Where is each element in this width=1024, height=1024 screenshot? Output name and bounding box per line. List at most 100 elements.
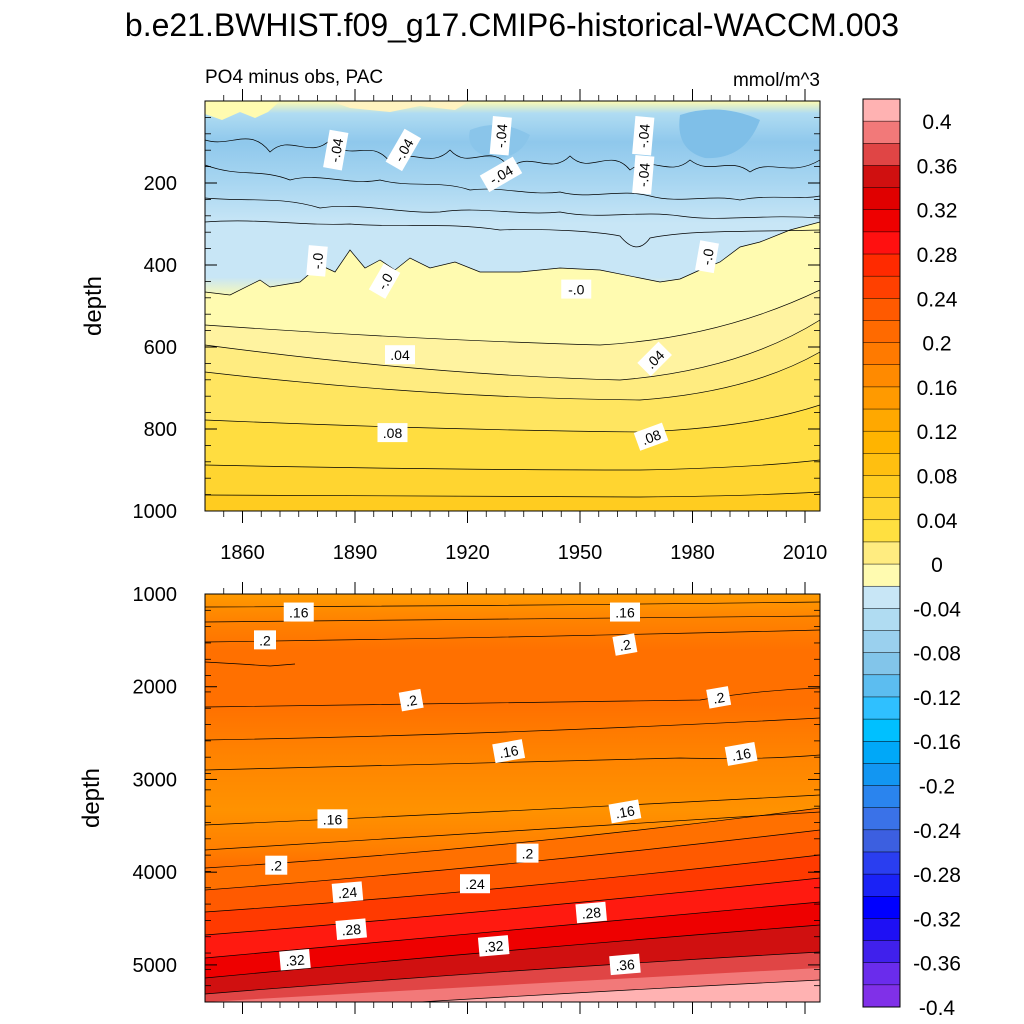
x-tick-label: 1950 [558, 542, 603, 564]
lower-contour-line [205, 829, 820, 891]
lower-frame [204, 593, 821, 1003]
upper-contour-line [205, 220, 820, 248]
contour-label: .16 [317, 809, 348, 829]
contour-label-text: .08 [383, 425, 403, 441]
colorbar-swatch [863, 940, 900, 964]
contour-label: -.04 [323, 129, 349, 171]
colorbar-label: -0.08 [913, 643, 961, 666]
contour-label: -.04 [632, 155, 655, 195]
contour-label-box [706, 686, 732, 709]
colorbar-label: 0.4 [922, 111, 952, 134]
contour-label-text: .2 [522, 846, 534, 862]
contour-label-box [610, 602, 640, 622]
contour-label-box [377, 423, 408, 443]
colorbar-swatch [863, 409, 900, 432]
colorbar-swatch [863, 519, 900, 543]
contour-label-text: -.04 [635, 123, 653, 149]
figure-title: b.e21.BWHIST.f09_g17.CMIP6-historical-WA… [125, 7, 899, 43]
contour-label: .2 [612, 633, 638, 656]
contour-label-box [489, 116, 512, 156]
lower-contour-line [205, 794, 820, 826]
contour-label: .08 [633, 422, 669, 451]
contour-label: -.0 [695, 240, 719, 274]
upper-y-tick-label: 1000 [133, 501, 178, 523]
contour-label: .2 [265, 855, 288, 875]
colorbar-label: 0.2 [922, 333, 951, 356]
upper-y-tick-label: 200 [144, 173, 177, 195]
colorbar-swatch [863, 254, 900, 277]
colorbar-swatch [863, 298, 900, 321]
colorbar-swatch [863, 209, 900, 233]
contour-label-box [608, 799, 642, 824]
contour-label: .2 [516, 843, 539, 863]
contour-label-box [317, 809, 348, 829]
colorbar-swatch [863, 497, 900, 521]
lower-y-tick-label: 3000 [133, 769, 178, 791]
upper-subtitle-left: PO4 minus obs, PAC [205, 67, 383, 88]
colorbar-swatch [863, 874, 900, 897]
contour-label: .24 [460, 874, 490, 894]
colorbar-label: -0.36 [913, 953, 961, 976]
colorbar-label: -0.04 [913, 598, 961, 621]
colorbar-swatch [863, 851, 900, 875]
contour-label-box [254, 630, 276, 650]
colorbar-label: 0.04 [917, 510, 958, 533]
contour-label-text: .2 [259, 632, 271, 648]
contour-label-text: .2 [712, 689, 726, 707]
colorbar-swatch [863, 541, 900, 565]
colorbar-swatch [863, 564, 900, 587]
colorbar-swatch [863, 918, 900, 941]
colorbar-label: 0 [931, 554, 943, 577]
x-tick-label: 2010 [783, 542, 828, 564]
contour-label-box [561, 279, 592, 299]
colorbar-swatch [863, 763, 900, 786]
contour-label-text: .24 [337, 884, 358, 902]
upper-negative-cell [679, 109, 760, 159]
contour-label-text: -.0 [568, 282, 585, 298]
contour-label-box [632, 116, 655, 156]
colorbar-swatch [863, 608, 900, 631]
upper-contour-line [205, 404, 820, 433]
contour-label-box [612, 633, 638, 656]
colorbar-swatch [863, 431, 900, 454]
contour-label-text: .16 [730, 745, 752, 764]
contour-label-box [279, 949, 311, 971]
colorbar-swatch [863, 696, 900, 720]
contour-label-text: .2 [618, 636, 632, 654]
upper-subtitle-right: mmol/m^3 [733, 70, 820, 91]
colorbar-label: -0.4 [919, 997, 956, 1020]
contour-label-text: .16 [498, 742, 520, 761]
colorbar-frame [862, 98, 901, 1008]
upper-plot-area [205, 101, 820, 511]
contour-label-text: .16 [289, 605, 309, 621]
colorbar-swatch [863, 276, 900, 299]
upper-x-ticks: 1860 1890 1920 1950 1980 2010 [220, 89, 827, 564]
lower-contour-line [205, 754, 820, 771]
colorbar-swatch [863, 187, 900, 211]
contour-label: .32 [279, 949, 311, 971]
contour-label-text: -.04 [326, 137, 346, 164]
colorbar-label: 0.28 [917, 244, 958, 267]
upper-contour-line [205, 164, 820, 201]
contour-label: .24 [331, 881, 364, 903]
colorbar-label: 0.36 [917, 155, 958, 178]
colorbar-swatch [863, 320, 900, 343]
upper-y-tick-label: 400 [144, 255, 177, 277]
upper-y-ticks: 200 400 600 800 1000 [133, 100, 820, 523]
colorbar-swatch [863, 652, 900, 676]
colorbar-swatch [863, 630, 900, 653]
contour-label-box [331, 881, 364, 903]
upper-y-tick-label: 600 [144, 337, 177, 359]
upper-y-tick-label: 800 [144, 419, 177, 441]
upper-panel: PO4 minus obs, PAC mmol/m^3 [80, 67, 827, 564]
colorbar: 0.4 0.36 0.32 0.28 0.24 0.2 0.16 0.12 0.08 0.04 0 -… [862, 98, 961, 1020]
contour-label-text: -.0 [309, 252, 326, 270]
contour-label-box [632, 155, 655, 195]
contour-label: .28 [575, 901, 607, 924]
contour-label-box [575, 901, 607, 924]
contour-label-box [479, 156, 523, 193]
contour-label-box [306, 245, 328, 277]
lower-contour-line [205, 807, 820, 869]
lower-contour-line [205, 661, 296, 667]
